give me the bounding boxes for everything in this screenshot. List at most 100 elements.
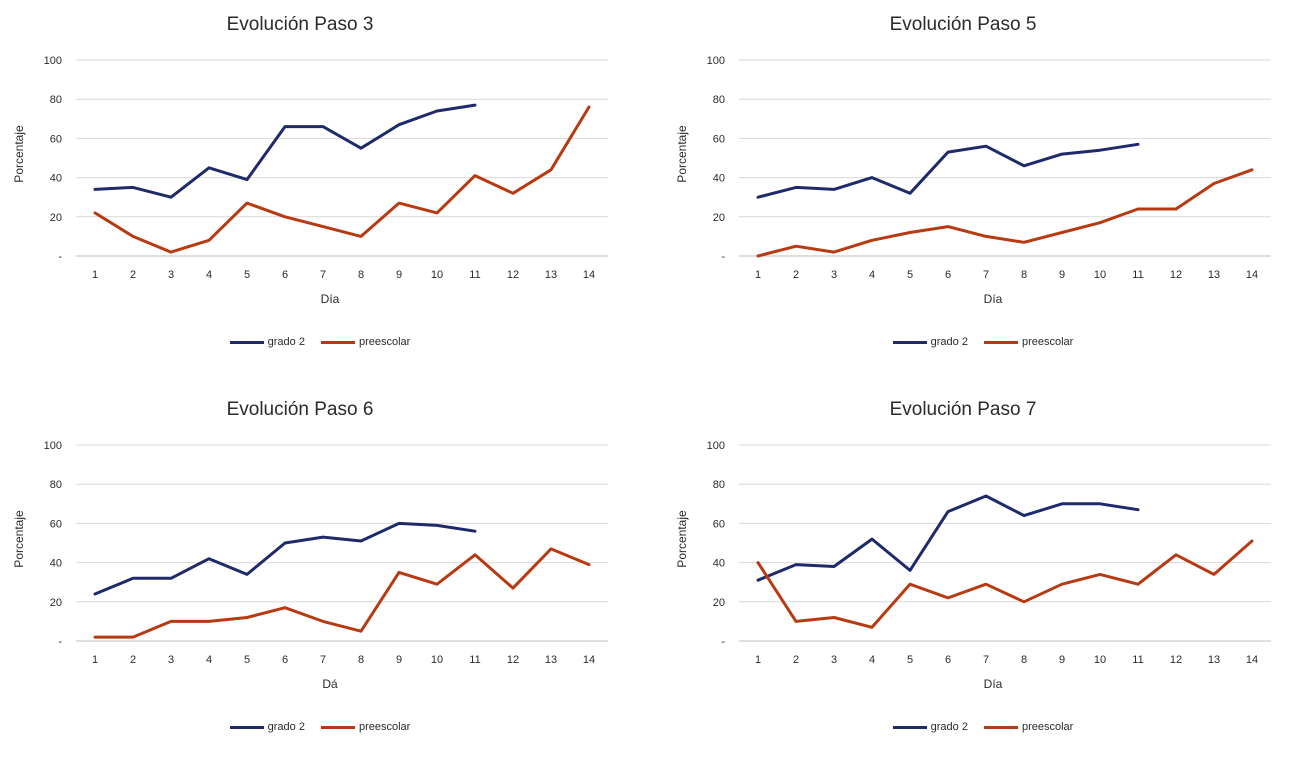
legend-item-grado-2: grado 2: [892, 721, 968, 733]
legend-swatch: [229, 725, 264, 729]
legend-swatch: [983, 340, 1018, 344]
y-tick-label: 60: [50, 133, 62, 145]
x-tick-label: 8: [1021, 654, 1027, 666]
x-tick-label: 10: [1094, 269, 1106, 281]
legend-item-preescolar: preescolar: [320, 336, 411, 348]
y-tick-label: -: [721, 251, 725, 263]
chart-title: Evolución Paso 6: [226, 399, 374, 420]
y-tick-label: 100: [707, 440, 725, 452]
x-tick-label: 2: [130, 269, 136, 281]
x-tick-label: 13: [545, 269, 557, 281]
x-tick-label: 7: [983, 269, 989, 281]
legend-swatch: [229, 340, 264, 344]
y-tick-label: 40: [713, 558, 725, 570]
legend-label: preescolar: [1021, 721, 1074, 733]
x-tick-label: 11: [469, 654, 480, 666]
x-tick-label: 8: [358, 654, 364, 666]
x-tick-label: 5: [244, 269, 250, 281]
y-tick-label: 60: [713, 133, 725, 145]
x-tick-label: 3: [831, 654, 837, 666]
legend: grado 2 preescolar: [663, 721, 1303, 733]
x-tick-label: 5: [907, 269, 913, 281]
legend-swatch: [320, 725, 355, 729]
x-tick-label: 12: [1170, 269, 1182, 281]
y-tick-label: 100: [44, 55, 62, 67]
y-tick-label: 40: [50, 173, 62, 185]
x-tick-label: 4: [206, 269, 212, 281]
legend: grado 2 preescolar: [0, 336, 640, 348]
x-tick-label: 1: [92, 654, 98, 666]
legend-label: preescolar: [358, 721, 411, 733]
legend-swatch: [892, 340, 927, 344]
legend-label: preescolar: [1021, 336, 1074, 348]
x-tick-label: 6: [945, 654, 951, 666]
x-tick-label: 4: [869, 269, 875, 281]
x-tick-label: 7: [983, 654, 989, 666]
x-tick-label: 6: [282, 269, 288, 281]
y-tick-label: 80: [713, 94, 725, 106]
x-axis-label: Día: [983, 292, 1003, 306]
legend-item-grado-2: grado 2: [229, 336, 305, 348]
y-tick-label: 80: [50, 479, 62, 491]
x-tick-label: 9: [1059, 654, 1065, 666]
x-tick-label: 4: [869, 654, 875, 666]
chart-title: Evolución Paso 5: [889, 14, 1037, 35]
y-tick-label: 100: [44, 440, 62, 452]
legend-swatch: [983, 725, 1018, 729]
x-tick-label: 8: [358, 269, 364, 281]
y-tick-label: -: [58, 636, 62, 648]
x-tick-label: 10: [1094, 654, 1106, 666]
series-line-preescolar: [93, 105, 591, 254]
chart-panel-paso-3: Evolución Paso 3 -20 40 60 80 100 1 2 3 4 5 6 7 8 9 10…: [0, 0, 640, 380]
legend-item-grado-2: grado 2: [229, 721, 305, 733]
x-tick-label: 14: [583, 654, 595, 666]
chart-title: Evolución Paso 3: [226, 14, 374, 35]
y-tick-label: 100: [707, 55, 725, 67]
x-tick-label: 9: [396, 654, 402, 666]
y-tick-label: 80: [50, 94, 62, 106]
x-tick-label: 14: [1246, 269, 1258, 281]
x-tick-label: 3: [168, 654, 174, 666]
legend-label: grado 2: [267, 336, 305, 348]
x-tick-label: 12: [507, 654, 519, 666]
y-tick-label: 60: [713, 518, 725, 530]
x-tick-label: 13: [545, 654, 557, 666]
y-tick-label: 20: [713, 212, 725, 224]
x-tick-label: 4: [206, 654, 212, 666]
x-tick-label: 10: [431, 654, 443, 666]
legend-item-preescolar: preescolar: [983, 336, 1074, 348]
x-tick-label: 9: [1059, 269, 1065, 281]
chart-panel-paso-6: Evolución Paso 6 -20 40 60 80 100 1 2 3 4 5 6 7 8 9 10…: [0, 385, 640, 765]
x-tick-label: 11: [1132, 269, 1143, 281]
legend-item-preescolar: preescolar: [983, 721, 1074, 733]
legend-item-grado-2: grado 2: [892, 336, 968, 348]
legend-item-preescolar: preescolar: [320, 721, 411, 733]
y-tick-label: 20: [50, 212, 62, 224]
x-axis-label: Día: [983, 677, 1003, 691]
legend: grado 2 preescolar: [0, 721, 640, 733]
x-tick-label: 12: [507, 269, 519, 281]
y-tick-label: 60: [50, 518, 62, 530]
y-tick-label: 20: [50, 597, 62, 609]
x-tick-label: 1: [92, 269, 98, 281]
y-tick-label: 20: [713, 597, 725, 609]
legend: grado 2 preescolar: [663, 336, 1303, 348]
y-tick-label: -: [721, 636, 725, 648]
series-line-grado-2: [93, 103, 477, 199]
x-tick-label: 5: [907, 654, 913, 666]
chart-panel-paso-5: Evolución Paso 5 -20 40 60 80 100 1 2 3 4 5 6 7 8 9 10…: [663, 0, 1303, 380]
x-tick-label: 1: [755, 269, 761, 281]
x-tick-label: 14: [1246, 654, 1258, 666]
x-tick-label: 14: [583, 269, 595, 281]
y-tick-label: 40: [713, 173, 725, 185]
chart-title: Evolución Paso 7: [889, 399, 1037, 420]
x-axis-label: Dá: [322, 677, 338, 691]
legend-label: preescolar: [358, 336, 411, 348]
x-tick-label: 13: [1208, 654, 1220, 666]
x-tick-label: 1: [755, 654, 761, 666]
y-tick-label: 40: [50, 558, 62, 570]
